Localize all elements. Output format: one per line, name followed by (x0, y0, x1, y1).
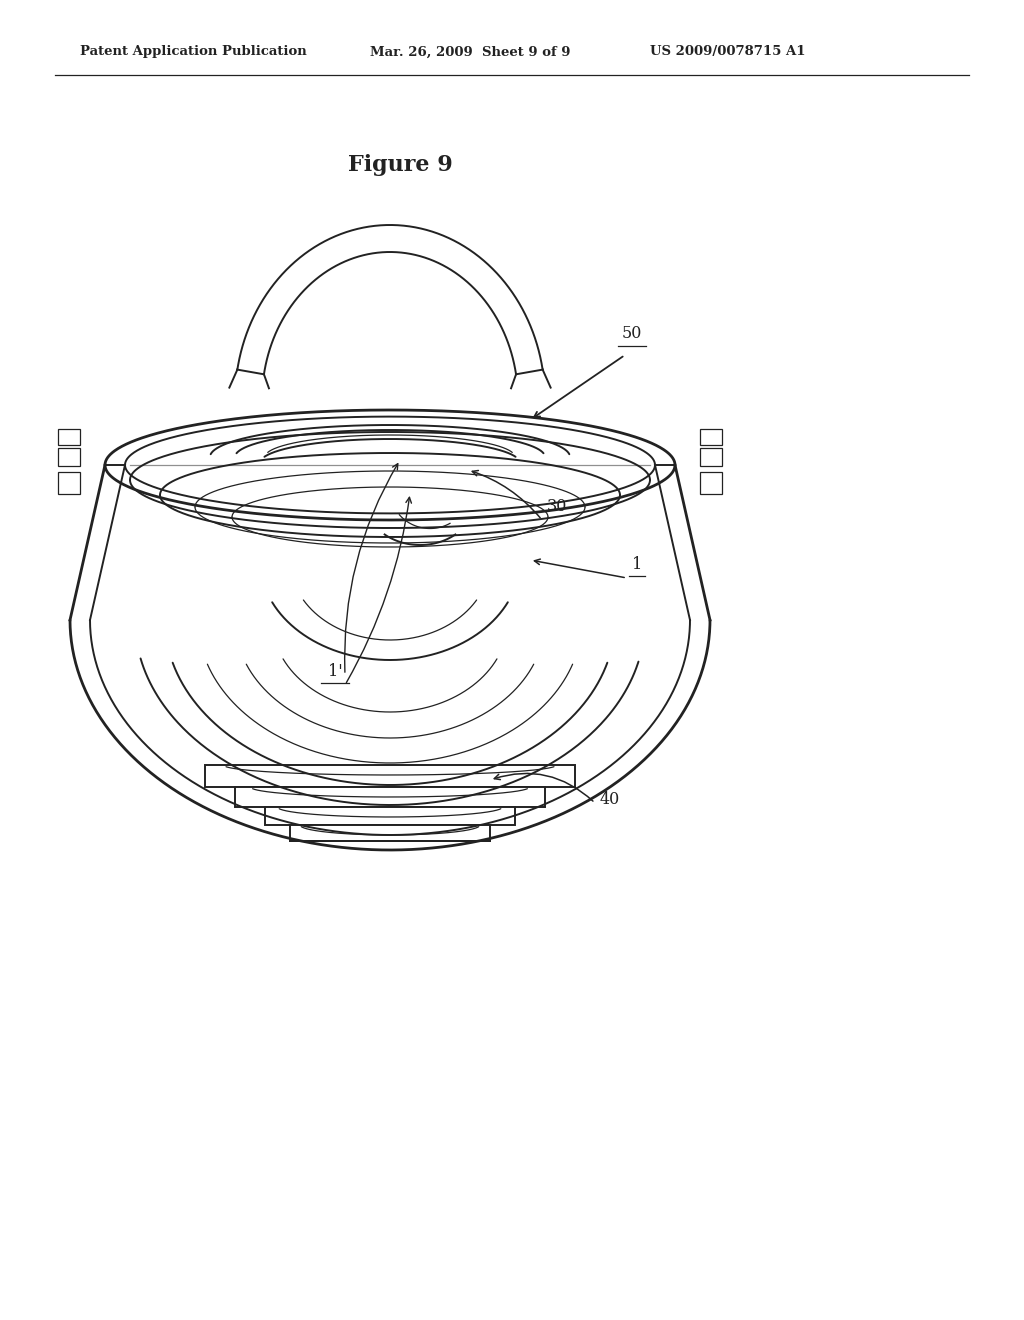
Text: 1': 1' (328, 663, 342, 680)
Text: US 2009/0078715 A1: US 2009/0078715 A1 (650, 45, 806, 58)
FancyBboxPatch shape (58, 429, 80, 445)
Text: Mar. 26, 2009  Sheet 9 of 9: Mar. 26, 2009 Sheet 9 of 9 (370, 45, 570, 58)
Text: 30: 30 (547, 498, 567, 515)
Bar (205, 766, 575, 787)
FancyBboxPatch shape (700, 429, 722, 445)
FancyBboxPatch shape (700, 473, 722, 494)
Text: Patent Application Publication: Patent Application Publication (80, 45, 307, 58)
Text: Figure 9: Figure 9 (347, 154, 453, 176)
Bar (290, 825, 490, 841)
Text: 1: 1 (632, 556, 642, 573)
Bar (234, 787, 545, 807)
FancyBboxPatch shape (58, 473, 80, 494)
Bar (265, 807, 515, 825)
FancyBboxPatch shape (58, 447, 80, 466)
Text: 40: 40 (600, 791, 621, 808)
FancyBboxPatch shape (700, 447, 722, 466)
Text: 50: 50 (622, 325, 642, 342)
